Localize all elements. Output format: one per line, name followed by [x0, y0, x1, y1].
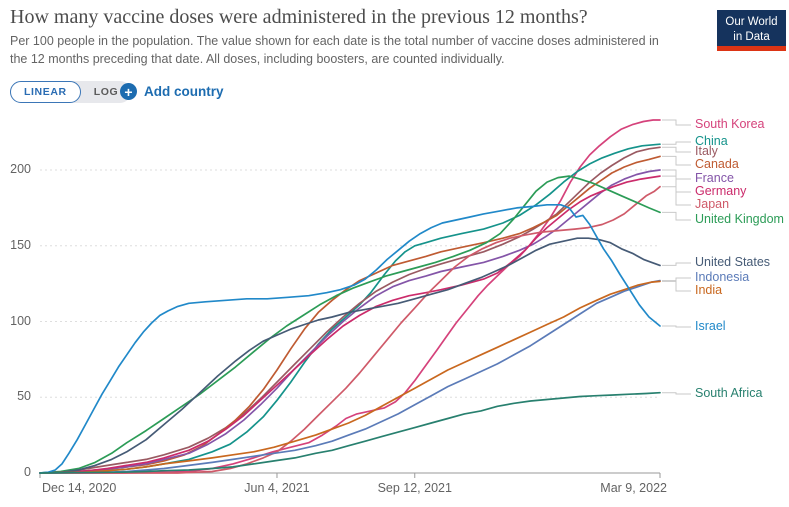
- series-line-israel[interactable]: [39, 203, 661, 474]
- legend-connector: [662, 146, 691, 153]
- legend-connector: [662, 280, 691, 292]
- legend-connector: [662, 211, 691, 221]
- legend-label-india[interactable]: India: [695, 283, 723, 297]
- legend-label-japan[interactable]: Japan: [695, 197, 730, 211]
- x-tick-label: Sep 12, 2021: [377, 481, 452, 495]
- linear-scale-button[interactable]: LINEAR: [10, 81, 81, 103]
- legend-connector: [662, 392, 691, 395]
- legend-label-israel[interactable]: Israel: [695, 319, 726, 333]
- legend-label-united-kingdom[interactable]: United Kingdom: [695, 212, 784, 226]
- legend-label-china[interactable]: China: [695, 134, 728, 148]
- legend-connector: [662, 141, 691, 145]
- legend-label-indonesia[interactable]: Indonesia: [695, 270, 750, 284]
- x-tick-label: Mar 9, 2022: [600, 481, 667, 495]
- series-line-united-kingdom[interactable]: [39, 175, 661, 474]
- series-line-france[interactable]: [39, 169, 661, 474]
- legend-label-germany[interactable]: Germany: [695, 184, 747, 198]
- legend-connector: [662, 325, 691, 328]
- owid-logo-line1: Our World: [725, 16, 778, 28]
- log-scale-button[interactable]: LOG: [93, 86, 119, 98]
- chart-subtitle: Per 100 people in the population. The va…: [10, 34, 659, 66]
- series-line-india[interactable]: [39, 280, 661, 474]
- legend-label-south-africa[interactable]: South Africa: [695, 386, 763, 400]
- owid-logo: Our World in Data: [717, 10, 786, 51]
- legend-connector: [662, 119, 691, 126]
- series-line-south-africa[interactable]: [39, 391, 661, 474]
- legend-label-south-korea[interactable]: South Korea: [695, 117, 765, 131]
- x-tick-label: Dec 14, 2020: [42, 481, 117, 495]
- page-title: How many vaccine doses were administered…: [10, 6, 588, 28]
- legend-label-canada[interactable]: Canada: [695, 157, 739, 171]
- legend-connector: [662, 155, 691, 166]
- y-tick-label: 50: [17, 389, 31, 404]
- y-tick-label: 200: [10, 162, 31, 176]
- legend-label-france[interactable]: France: [695, 171, 734, 185]
- legend-connector: [662, 262, 691, 266]
- legend-connector: [662, 277, 691, 282]
- add-country-label: Add country: [144, 84, 224, 99]
- series-line-indonesia[interactable]: [39, 279, 661, 474]
- add-country-button[interactable]: + Add country: [120, 83, 224, 100]
- scale-toggle: LINEAR LOG: [10, 81, 132, 103]
- legend-connector: [662, 186, 691, 206]
- legend-label-united-states[interactable]: United States: [695, 255, 771, 269]
- series-line-italy[interactable]: [39, 146, 661, 474]
- series-line-south-korea[interactable]: [39, 119, 661, 474]
- legend-connector: [662, 175, 691, 193]
- legend-label-italy[interactable]: Italy: [695, 144, 718, 158]
- series-line-united-states[interactable]: [39, 237, 661, 474]
- y-tick-label: 100: [10, 313, 31, 328]
- plus-circle-icon: +: [120, 83, 137, 100]
- legend-connector: [662, 169, 691, 180]
- y-tick-label: 0: [24, 465, 31, 479]
- series-line-china[interactable]: [39, 143, 661, 474]
- x-tick-label: Jun 4, 2021: [244, 481, 310, 495]
- owid-logo-line2: in Data: [733, 30, 770, 43]
- series-line-germany[interactable]: [39, 175, 661, 474]
- y-tick-label: 150: [10, 237, 31, 252]
- series-line-japan[interactable]: [39, 185, 661, 474]
